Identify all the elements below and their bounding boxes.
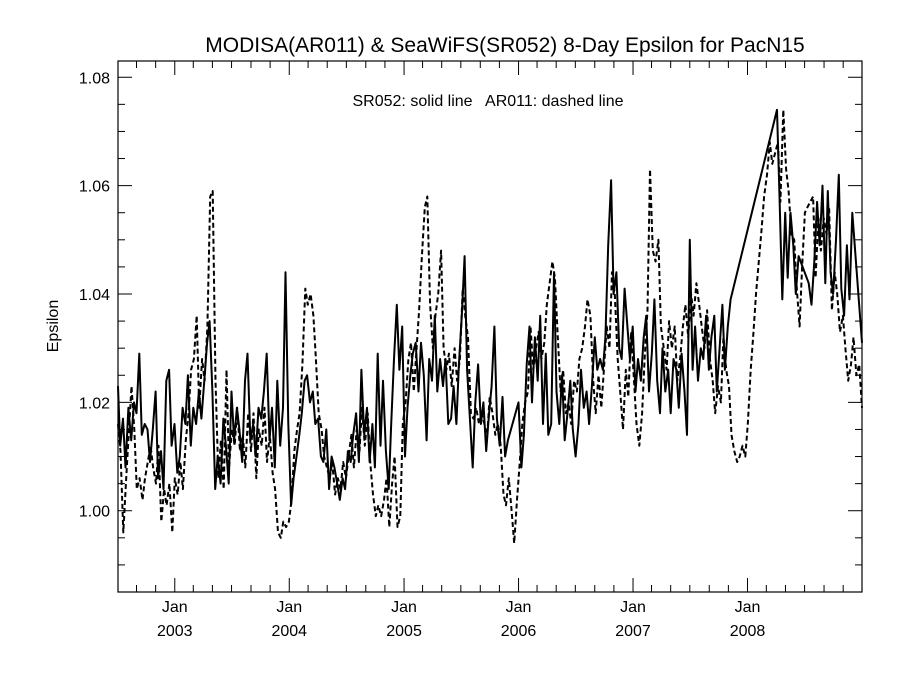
series-line-ar011 (117, 108, 863, 545)
x-tick-label-month: Jan (735, 599, 761, 616)
x-tick-label-month: Jan (506, 599, 532, 616)
series-layer (117, 108, 863, 545)
x-tick-label-year: 2008 (730, 623, 766, 640)
x-tick-label-year: 2004 (271, 623, 307, 640)
y-tick-label: 1.06 (79, 179, 110, 196)
y-axis-label: Epsilon (45, 300, 62, 352)
y-tick-label: 1.02 (79, 395, 110, 412)
y-tick-label: 1.00 (79, 504, 110, 521)
x-tick-label-year: 2003 (157, 623, 193, 640)
x-tick-label-month: Jan (391, 599, 417, 616)
x-tick-label-month: Jan (162, 599, 188, 616)
plot-frame (117, 60, 863, 593)
axis-layer: 1.00 1.02 1.04 1.06 1.08 Jan 2003 Jan 2004 Jan 200… (79, 60, 863, 640)
y-tick-label: 1.04 (79, 287, 110, 304)
chart-annotation: SR052: solid line AR011: dashed line (353, 93, 624, 110)
x-tick-label-year: 2007 (615, 623, 651, 640)
chart-title: MODISA(AR011) & SeaWiFS(SR052) 8-Day Eps… (205, 34, 804, 57)
x-tick-label-year: 2005 (386, 623, 422, 640)
y-tick-label: 1.08 (79, 70, 110, 87)
x-tick-label-year: 2006 (501, 623, 537, 640)
x-tick-label-month: Jan (276, 599, 302, 616)
x-tick-label-month: Jan (620, 599, 646, 616)
series-line-sr052 (117, 108, 863, 507)
